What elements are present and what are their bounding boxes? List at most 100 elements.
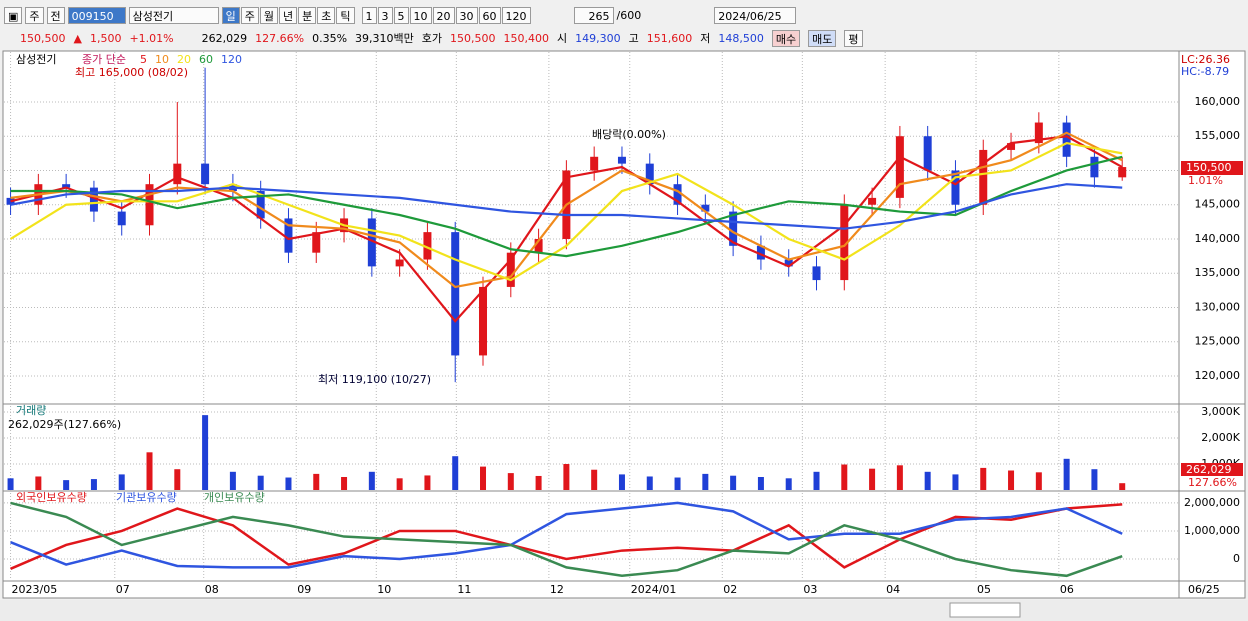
toolbar-button[interactable]: 1	[361, 6, 377, 24]
y-tick-label: 145,000	[1195, 198, 1241, 211]
last-date: 06/25	[1188, 583, 1220, 596]
code-input[interactable]: 009150	[67, 6, 126, 24]
annotation: HC:-8.79	[1181, 65, 1229, 78]
toolbar-button[interactable]: 60	[478, 6, 501, 24]
candle-body	[840, 204, 849, 281]
volume-bar	[63, 480, 70, 490]
legend: 외국인보유수량	[16, 491, 87, 504]
y-tick-label: 140,000	[1195, 232, 1241, 245]
stock-label: 삼성전기	[16, 53, 56, 66]
toolbar-button[interactable]: 년	[279, 6, 298, 24]
market[interactable]: 주	[25, 6, 44, 24]
candle-body	[201, 163, 210, 185]
legend: 10	[155, 53, 169, 66]
volume-bar	[813, 471, 820, 490]
x-tick-label: 08	[205, 583, 219, 596]
legend: 기관보유수량	[116, 491, 177, 504]
volume-bar	[924, 471, 931, 490]
toolbar-button[interactable]: 분	[298, 6, 317, 24]
volume-tag-label: 262,029	[1186, 463, 1232, 476]
amount: 39,310백만	[355, 32, 414, 45]
candle-body	[451, 232, 460, 356]
prev[interactable]: 전	[46, 6, 65, 24]
legend: 120	[221, 53, 242, 66]
date[interactable]: 2024/06/25	[714, 6, 797, 24]
volume-bar	[757, 477, 764, 490]
y-tick-label: 125,000	[1195, 335, 1241, 348]
volume-bar	[118, 474, 125, 490]
buy-button[interactable]: 매수	[771, 29, 801, 47]
candle-body	[590, 156, 599, 171]
toolbar-button[interactable]: 3	[377, 6, 393, 24]
x-tick-label: 11	[457, 583, 471, 596]
volume-bar	[563, 464, 570, 490]
volume-bar	[702, 473, 709, 490]
toolbar-button[interactable]: 20	[432, 6, 455, 24]
volume-bar	[257, 475, 264, 490]
line	[10, 501, 1123, 578]
candle-body	[756, 245, 765, 260]
candle-body	[951, 170, 960, 205]
volume-bar	[313, 473, 320, 490]
candle-body	[367, 218, 376, 267]
y-tick-label: 2,000K	[1201, 431, 1240, 444]
high: 151,600	[646, 31, 693, 45]
x-tick-label: 2023/05	[12, 583, 58, 596]
y-tick-label: 120,000	[1195, 369, 1241, 382]
menu[interactable]: ▣	[4, 6, 23, 24]
toolbar-button[interactable]: 주	[240, 6, 259, 24]
candle-body	[395, 259, 404, 267]
volume-bar	[535, 475, 542, 490]
volume-bar	[618, 474, 625, 490]
volume-bar	[869, 468, 876, 490]
candle-body	[617, 156, 626, 164]
low-label: 저	[700, 32, 711, 45]
candle-body	[784, 259, 793, 267]
line	[10, 183, 1123, 230]
volume-title: 거래량	[16, 404, 46, 417]
legend: 20	[177, 53, 191, 66]
candle-body	[534, 238, 543, 253]
stock-name[interactable]: 삼성전기	[128, 6, 219, 24]
quote-row: 150,500 ▲ 1,500 +1.01% 262,029 127.66% 0…	[0, 28, 1248, 48]
sell-button[interactable]: 매도	[808, 29, 837, 47]
x-tick-label: 12	[550, 583, 564, 596]
toolbar-button[interactable]: 틱	[336, 6, 355, 24]
candle-body	[1090, 156, 1099, 178]
volume-bar	[1119, 483, 1126, 490]
toolbar-button[interactable]: 월	[259, 6, 279, 24]
volume-bar	[1091, 469, 1098, 490]
candle-body	[645, 163, 654, 185]
volume-bar	[202, 415, 209, 490]
open: 149,300	[575, 31, 621, 45]
candle-body	[89, 187, 98, 212]
arrow: ▲	[73, 31, 82, 45]
volume-bar	[952, 474, 959, 490]
toolbar-button[interactable]: 일	[221, 6, 240, 24]
volume-bar	[841, 464, 848, 490]
scrollbar[interactable]	[0, 600, 1248, 621]
toolbar-button[interactable]: 5	[393, 6, 409, 24]
toolbar-button[interactable]: 10	[409, 6, 432, 24]
candle-body	[506, 252, 515, 287]
count[interactable]: 265	[573, 6, 614, 24]
toolbar-button[interactable]: 120	[501, 6, 531, 24]
candle-body	[423, 232, 432, 260]
ma-label: 종가 단순	[82, 53, 126, 66]
volume-bar	[452, 456, 459, 490]
avg-button[interactable]: 평	[844, 29, 863, 47]
volume-bar	[229, 471, 236, 490]
zoom-slider[interactable]	[949, 602, 1021, 618]
candle-body	[1118, 167, 1127, 178]
annotation: 최고 165,000 (08/02)	[75, 66, 188, 79]
toolbar-button[interactable]: 30	[455, 6, 478, 24]
candle-body	[895, 136, 904, 198]
open-label: 시	[557, 32, 568, 45]
volume-bar	[368, 471, 375, 490]
volume-bar	[730, 475, 737, 490]
volume-ratio: 127.66%	[1188, 476, 1237, 489]
candle-body	[117, 211, 126, 226]
toolbar-button[interactable]: 초	[317, 6, 336, 24]
